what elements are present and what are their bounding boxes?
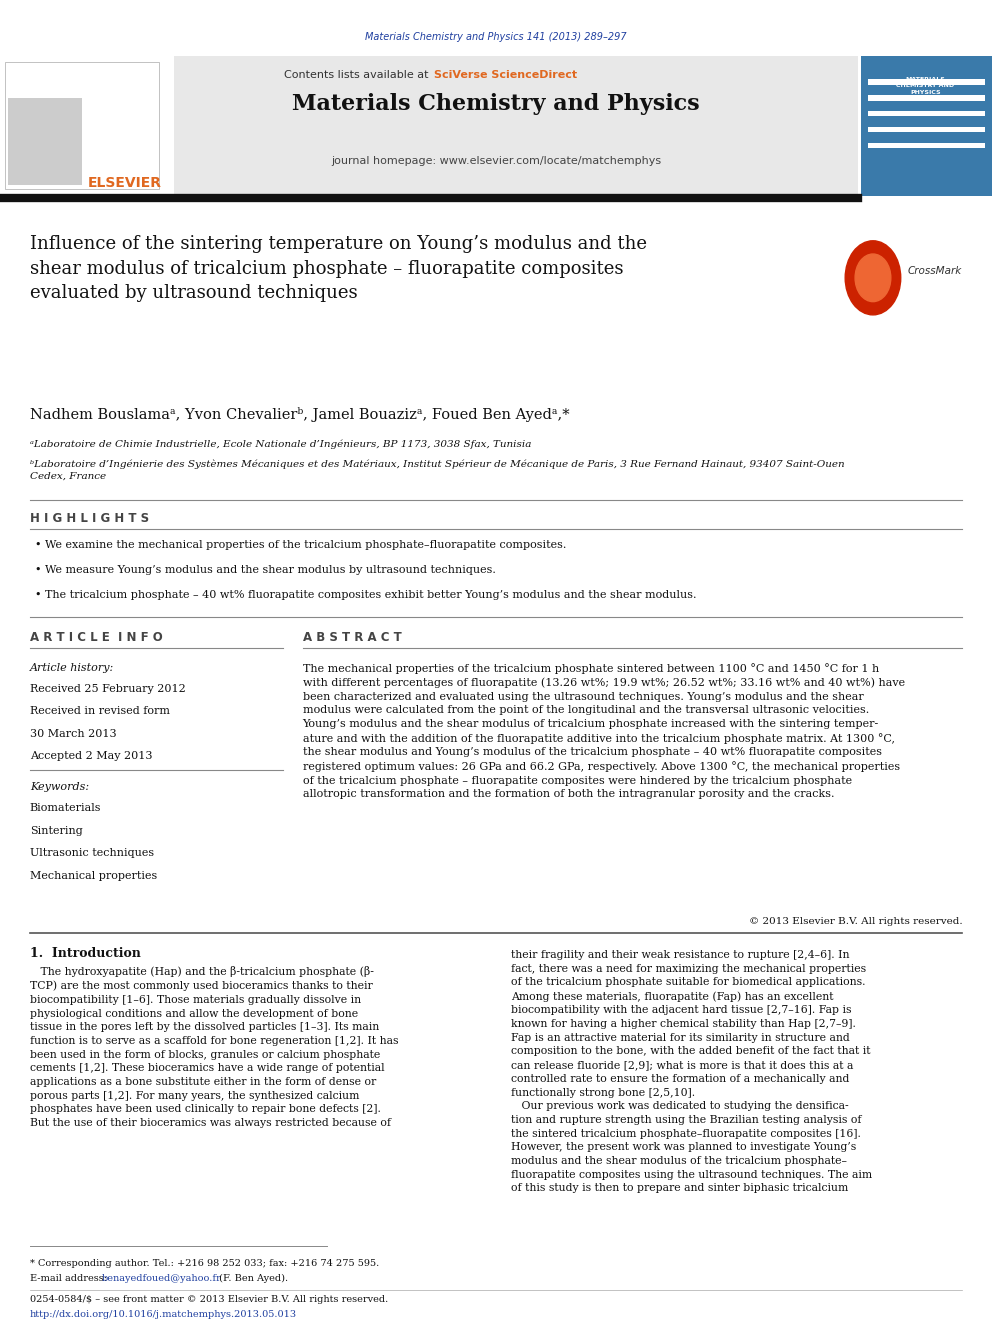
Bar <box>868 143 985 148</box>
Text: SciVerse ScienceDirect: SciVerse ScienceDirect <box>434 70 576 81</box>
Bar <box>868 79 985 85</box>
Bar <box>8 98 82 185</box>
Text: A B S T R A C T: A B S T R A C T <box>303 631 402 644</box>
Text: Influence of the sintering temperature on Young’s modulus and the
shear modulus : Influence of the sintering temperature o… <box>30 235 647 302</box>
Circle shape <box>845 241 901 315</box>
Text: ELSEVIER: ELSEVIER <box>87 176 162 191</box>
Text: their fragility and their weak resistance to rupture [2,4–6]. In
fact, there was: their fragility and their weak resistanc… <box>511 950 872 1193</box>
Text: E-mail address:: E-mail address: <box>30 1274 110 1283</box>
Text: 30 March 2013: 30 March 2013 <box>30 729 116 740</box>
Text: • We measure Young’s modulus and the shear modulus by ultrasound techniques.: • We measure Young’s modulus and the she… <box>35 565 496 576</box>
Text: Accepted 2 May 2013: Accepted 2 May 2013 <box>30 751 152 762</box>
Text: • We examine the mechanical properties of the tricalcium phosphate–fluorapatite : • We examine the mechanical properties o… <box>35 540 566 550</box>
Bar <box>868 111 985 116</box>
Text: © 2013 Elsevier B.V. All rights reserved.: © 2013 Elsevier B.V. All rights reserved… <box>749 917 962 926</box>
Text: CrossMark: CrossMark <box>908 266 962 277</box>
Text: * Corresponding author. Tel.: +216 98 252 033; fax: +216 74 275 595.: * Corresponding author. Tel.: +216 98 25… <box>30 1259 379 1269</box>
Text: journal homepage: www.elsevier.com/locate/matchemphys: journal homepage: www.elsevier.com/locat… <box>331 156 661 167</box>
Text: Materials Chemistry and Physics: Materials Chemistry and Physics <box>293 93 699 115</box>
Text: Received in revised form: Received in revised form <box>30 706 170 717</box>
Text: 1.  Introduction: 1. Introduction <box>30 947 141 960</box>
Bar <box>0 56 174 196</box>
Bar <box>5 62 159 189</box>
Text: Keywords:: Keywords: <box>30 782 89 792</box>
Text: MATERIALS
CHEMISTRY AND
PHYSICS: MATERIALS CHEMISTRY AND PHYSICS <box>897 77 954 95</box>
Text: Nadhem Bouslamaᵃ, Yvon Chevalierᵇ, Jamel Bouazizᵃ, Foued Ben Ayedᵃ,*: Nadhem Bouslamaᵃ, Yvon Chevalierᵇ, Jamel… <box>30 407 569 422</box>
Text: Contents lists available at: Contents lists available at <box>284 70 432 81</box>
Text: The mechanical properties of the tricalcium phosphate sintered between 1100 °C a: The mechanical properties of the tricalc… <box>303 663 905 799</box>
Circle shape <box>855 254 891 302</box>
Text: ᵇLaboratoire d’Ingénierie des Systèmes Mécaniques et des Matériaux, Institut Spé: ᵇLaboratoire d’Ingénierie des Systèmes M… <box>30 459 844 480</box>
Text: benayedfoued@yahoo.fr: benayedfoued@yahoo.fr <box>102 1274 222 1283</box>
Text: Biomaterials: Biomaterials <box>30 803 101 814</box>
Bar <box>868 127 985 132</box>
Text: Article history:: Article history: <box>30 663 114 673</box>
Text: • The tricalcium phosphate – 40 wt% fluorapatite composites exhibit better Young: • The tricalcium phosphate – 40 wt% fluo… <box>35 590 696 601</box>
Text: (F. Ben Ayed).: (F. Ben Ayed). <box>216 1274 289 1283</box>
Text: 0254-0584/$ – see front matter © 2013 Elsevier B.V. All rights reserved.: 0254-0584/$ – see front matter © 2013 El… <box>30 1295 388 1304</box>
Text: http://dx.doi.org/10.1016/j.matchemphys.2013.05.013: http://dx.doi.org/10.1016/j.matchemphys.… <box>30 1310 297 1319</box>
Text: Materials Chemistry and Physics 141 (2013) 289–297: Materials Chemistry and Physics 141 (201… <box>365 32 627 42</box>
Bar <box>0 56 858 196</box>
Text: Received 25 February 2012: Received 25 February 2012 <box>30 684 186 695</box>
Text: The hydroxyapatite (Hap) and the β-tricalcium phosphate (β-
TCP) are the most co: The hydroxyapatite (Hap) and the β-trica… <box>30 966 398 1129</box>
Text: Ultrasonic techniques: Ultrasonic techniques <box>30 848 154 859</box>
Text: A R T I C L E  I N F O: A R T I C L E I N F O <box>30 631 163 644</box>
Text: ᵃLaboratoire de Chimie Industrielle, Ecole Nationale d’Ingénieurs, BP 1173, 3038: ᵃLaboratoire de Chimie Industrielle, Eco… <box>30 439 531 448</box>
Bar <box>868 95 985 101</box>
Text: Sintering: Sintering <box>30 826 82 836</box>
Text: H I G H L I G H T S: H I G H L I G H T S <box>30 512 149 525</box>
Bar <box>861 56 992 196</box>
Text: Mechanical properties: Mechanical properties <box>30 871 157 881</box>
